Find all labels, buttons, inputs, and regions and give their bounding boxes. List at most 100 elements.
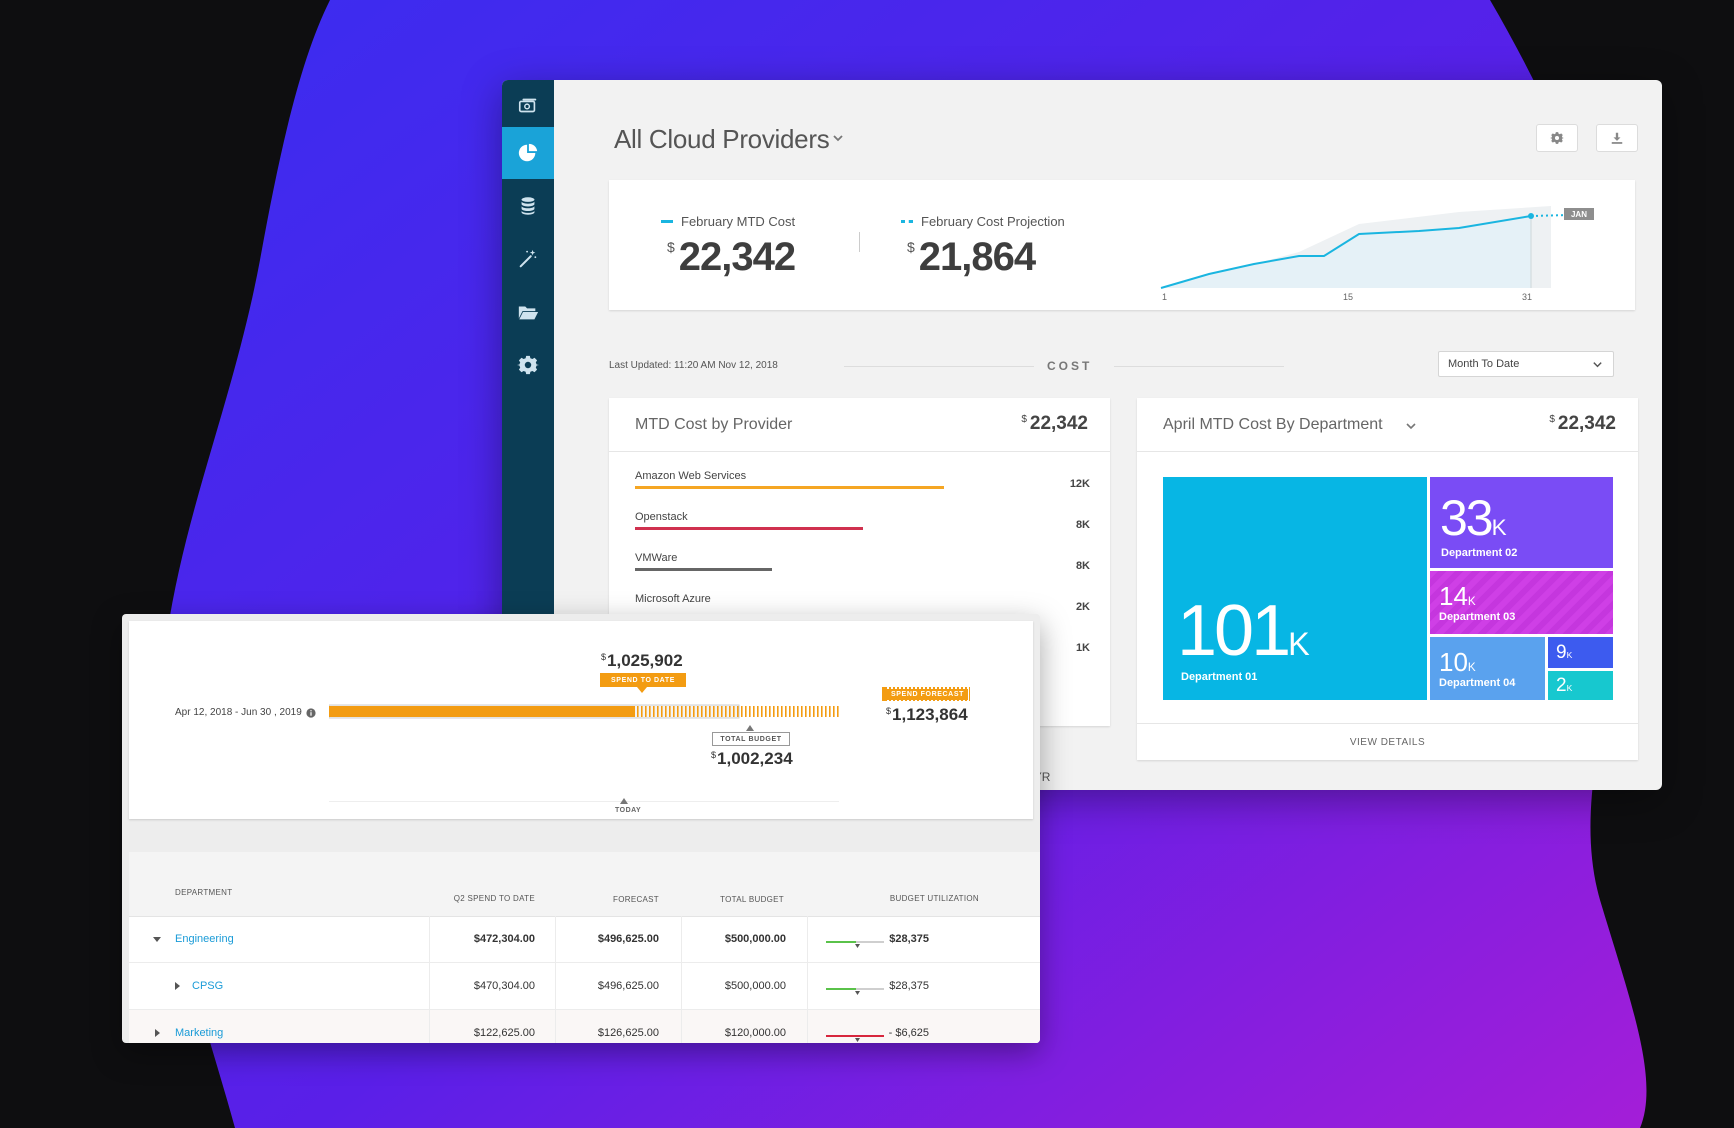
spend-fill [329,706,635,717]
spend-to-date-value: $ 1,025,902 [601,651,683,670]
provider-row-other[interactable]: 1K [1075,642,1090,654]
info-icon[interactable] [306,707,316,718]
provider-row-vmware[interactable]: VMWare 8K [635,552,1090,572]
gear-icon [1550,132,1564,144]
treemap-tile-dept01[interactable]: 101K Department 01 [1163,477,1427,700]
total-budget-tag: TOTAL BUDGET [712,732,790,746]
marker-point [1528,213,1534,219]
section-divider [844,366,1034,367]
sidebar-item-settings[interactable] [502,339,554,391]
treemap-tile-dept04[interactable]: 10K Department 04 [1430,637,1545,700]
spend-marker-icon [637,687,647,693]
treemap-tile-dept02[interactable]: 33K Department 02 [1430,477,1613,568]
folder-open-icon [518,306,539,320]
cost-trend-sparkline: JAN 1 15 31 [1160,206,1594,302]
projection-label: February Cost Projection [921,214,1065,229]
timeline-axis [329,801,839,802]
spend-forecast-tag: SPEND FORECAST [887,688,968,700]
caret-right-icon[interactable] [153,1029,161,1037]
table-row[interactable]: CPSG $470,304.00 $496,625.00 $500,000.00… [129,963,1040,1010]
date-range: Apr 12, 2018 - Jun 30 , 2019 [175,707,316,718]
chevron-down-icon[interactable] [1405,420,1417,432]
col-header-spend[interactable]: Q2 SPEND TO DATE [453,894,535,903]
utilization-bar [826,1035,884,1042]
sidebar-item-reports[interactable] [502,286,554,338]
provider-row-openstack[interactable]: Openstack 8K [635,511,1090,531]
download-icon [1611,132,1623,144]
table-row[interactable]: Marketing $122,625.00 $126,625.00 $120,0… [129,1010,1040,1043]
chevron-down-icon[interactable] [830,130,846,146]
department-treemap: 101K Department 01 33K Department 02 14K… [1163,477,1613,700]
mtd-currency: $ [667,239,675,255]
department-link[interactable]: Engineering [175,933,234,945]
department-cost-card: April MTD Cost By Department $ 22,342 10… [1137,398,1638,760]
provider-row-azure[interactable]: Microsoft Azure 2K [635,593,1090,613]
mtd-cost-metric: February MTD Cost $ 22,342 [661,214,796,280]
provider-bar [635,568,772,571]
sidebar-item-billing[interactable] [502,80,554,132]
spend-forecast-tag-frame: SPEND FORECAST [882,687,970,701]
budget-timeline-card: $ 1,025,902 SPEND TO DATE Apr 12, 2018 -… [129,621,1033,819]
projection-currency: $ [907,239,915,255]
gear-icon [517,355,539,375]
date-range-select[interactable]: Month To Date [1438,351,1614,377]
section-divider [1114,366,1284,367]
view-details-link[interactable]: VIEW DETAILS [1137,723,1638,760]
projection-line [1530,214,1570,217]
card-total: $ 22,342 [1549,413,1616,434]
treemap-tile-dept03[interactable]: 14K Department 03 [1430,571,1613,634]
today-marker-icon [620,798,628,804]
today-label: TODAY [615,807,642,814]
budget-progress-bar [329,704,839,719]
utilization-bar [826,941,884,948]
settings-button[interactable] [1536,124,1578,152]
card-title[interactable]: April MTD Cost By Department [1163,416,1383,433]
treemap-tile-dept06[interactable]: 2K [1548,671,1613,700]
database-icon [521,197,535,215]
mtd-cost-value: 22,342 [678,235,796,279]
section-label: COST [1047,359,1093,373]
date-range-value: Month To Date [1448,358,1520,370]
download-button[interactable] [1596,124,1638,152]
provider-bar [635,527,863,530]
last-updated-text: Last Updated: 11:20 AM Nov 12, 2018 [609,360,778,371]
sidebar-item-cost[interactable] [502,127,554,179]
sidebar-item-database[interactable] [502,180,554,232]
chevron-down-icon [1593,362,1602,368]
caret-down-icon[interactable] [153,935,161,943]
department-link[interactable]: CPSG [192,980,224,992]
magic-wand-icon [519,249,537,268]
provider-bar [635,486,944,489]
projection-metric: February Cost Projection $ 21,864 [901,214,1065,280]
caret-right-icon[interactable] [173,982,181,990]
spark-tick-15: 15 [1343,292,1353,302]
treemap-tile-dept05[interactable]: 9K [1548,637,1613,668]
metric-divider [859,232,860,252]
page-title[interactable]: All Cloud Providers [614,124,830,154]
spark-marker-label: JAN [1571,210,1587,219]
table-row[interactable]: Engineering $472,304.00 $496,625.00 $500… [129,916,1040,963]
projection-value: 21,864 [918,235,1036,279]
legend-swatch-dotted [901,220,913,223]
spark-tick-1: 1 [1162,292,1167,302]
sidebar-item-optimize[interactable] [502,233,554,285]
col-header-department[interactable]: DEPARTMENT [175,888,233,897]
department-budget-table: DEPARTMENT Q2 SPEND TO DATE FORECAST TOT… [129,852,1040,1043]
mtd-area [1161,216,1531,288]
card-title: MTD Cost by Provider [635,416,793,433]
table-header: DEPARTMENT Q2 SPEND TO DATE FORECAST TOT… [129,852,1040,917]
spend-forecast-value: $ 1,123,864 [886,705,968,724]
mtd-cost-label: February MTD Cost [681,214,796,229]
department-link[interactable]: Marketing [175,1027,224,1039]
mtd-line [1160,215,1532,289]
col-header-budget[interactable]: TOTAL BUDGET [720,895,784,904]
col-header-utilization[interactable]: BUDGET UTILIZATION [889,894,979,903]
col-header-forecast[interactable]: FORECAST [613,895,659,904]
provider-row-aws[interactable]: Amazon Web Services 12K [635,470,1090,490]
cost-summary-card: February MTD Cost $ 22,342 February Cost… [609,180,1635,310]
money-icon [518,98,537,113]
card-total: $ 22,342 [1021,413,1088,434]
utilization-bar [826,988,884,995]
budget-window: $ 1,025,902 SPEND TO DATE Apr 12, 2018 -… [122,614,1040,1043]
total-budget-value: $ 1,002,234 [711,749,793,768]
